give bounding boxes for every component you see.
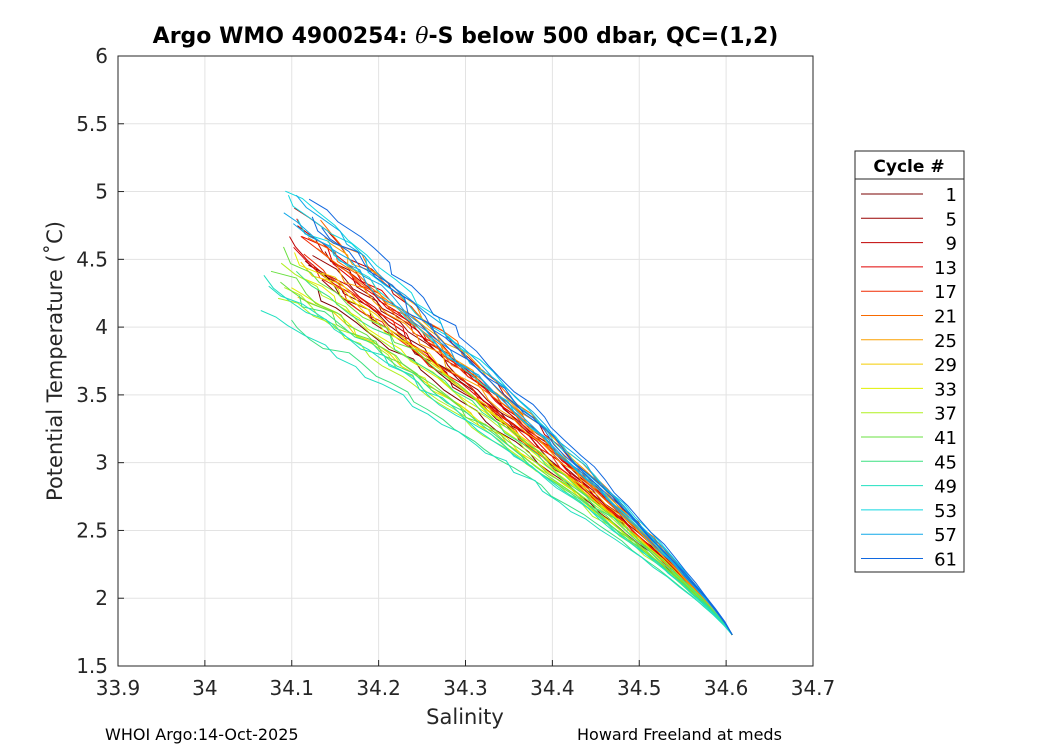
profile-line-cycle-41 [283,246,733,636]
y-tick-label: 6 [95,44,108,68]
x-ticks: 33.9 34 34.1 34.2 34.3 34.4 34.5 34.6 34.7 [96,660,836,700]
profile-line-cycle-41 [270,270,733,636]
y-tick-label: 1.5 [76,654,108,678]
profile-line-cycle-45 [295,270,733,636]
x-tick-label: 34 [192,676,217,700]
legend-label: 17 [934,282,957,303]
profile-line-cycle-61 [308,198,733,636]
legend-label: 9 [946,234,957,255]
legend-label: 41 [934,428,957,449]
y-ticks: 1.5 2 2.5 3 3.5 4 4.5 5 5.5 6 [76,44,124,678]
legend-items: 1 5 9 13 17 21 25 29 33 37 41 45 49 53 57 61 [861,185,957,571]
footer-source: WHOI Argo:14-Oct-2025 [105,725,299,744]
legend-label: 33 [934,379,957,400]
profile-line-cycle-53 [285,190,733,636]
legend-title: Cycle # [873,157,944,177]
legend-label: 53 [934,501,957,522]
x-tick-label: 33.9 [96,676,141,700]
legend-label: 45 [934,452,957,473]
x-tick-label: 34.4 [530,676,575,700]
y-tick-label: 4 [95,315,108,339]
legend-label: 13 [934,258,957,279]
y-tick-label: 4.5 [76,247,108,271]
profile-line-cycle-57 [295,194,733,636]
chart-title: Argo WMO 4900254: θ-S below 500 dbar, QC… [118,24,813,49]
footer-credit: Howard Freeland at meds [577,725,782,744]
profiles [260,190,733,636]
profile-line-cycle-41 [280,281,733,636]
y-tick-label: 5 [95,180,108,204]
title-suffix: -S below 500 dbar, QC=(1,2) [428,24,779,49]
profile-line-cycle-61 [321,227,733,636]
x-tick-label: 34.7 [791,676,836,700]
legend-label: 1 [946,185,957,206]
profile-line-cycle-57 [283,212,733,636]
legend-label: 57 [934,525,957,546]
profile-line-cycle-45 [291,319,733,636]
legend: Cycle # 1 5 9 13 17 21 25 29 33 37 41 45 49 53 57 61 [854,150,965,573]
y-tick-label: 2 [95,586,108,610]
legend-label: 49 [934,477,957,498]
legend-label: 25 [934,331,957,352]
y-tick-label: 3.5 [76,383,108,407]
x-axis-label: Salinity [426,705,504,729]
x-tick-label: 34.5 [617,676,662,700]
x-tick-label: 34.6 [704,676,749,700]
profile-line-cycle-25 [336,265,733,636]
x-tick-label: 34.3 [443,676,488,700]
y-tick-label: 3 [95,451,108,475]
legend-label: 29 [934,355,957,376]
legend-label: 61 [934,550,957,571]
y-axis-label: Potential Temperature (˚C) [43,221,67,501]
title-theta-symbol: θ [415,24,429,49]
legend-box [854,150,965,573]
profile-line-cycle-49 [260,310,733,636]
profile-line-cycle-49 [268,285,733,636]
legend-label: 21 [934,307,957,328]
legend-label: 5 [946,209,957,230]
profile-line-cycle-37 [280,262,733,636]
x-tick-label: 34.2 [356,676,401,700]
y-tick-label: 5.5 [76,112,108,136]
y-tick-label: 2.5 [76,518,108,542]
x-tick-label: 34.1 [269,676,314,700]
legend-label: 37 [934,404,957,425]
title-prefix: Argo WMO 4900254: [152,24,416,49]
profile-line-cycle-57 [292,223,733,636]
